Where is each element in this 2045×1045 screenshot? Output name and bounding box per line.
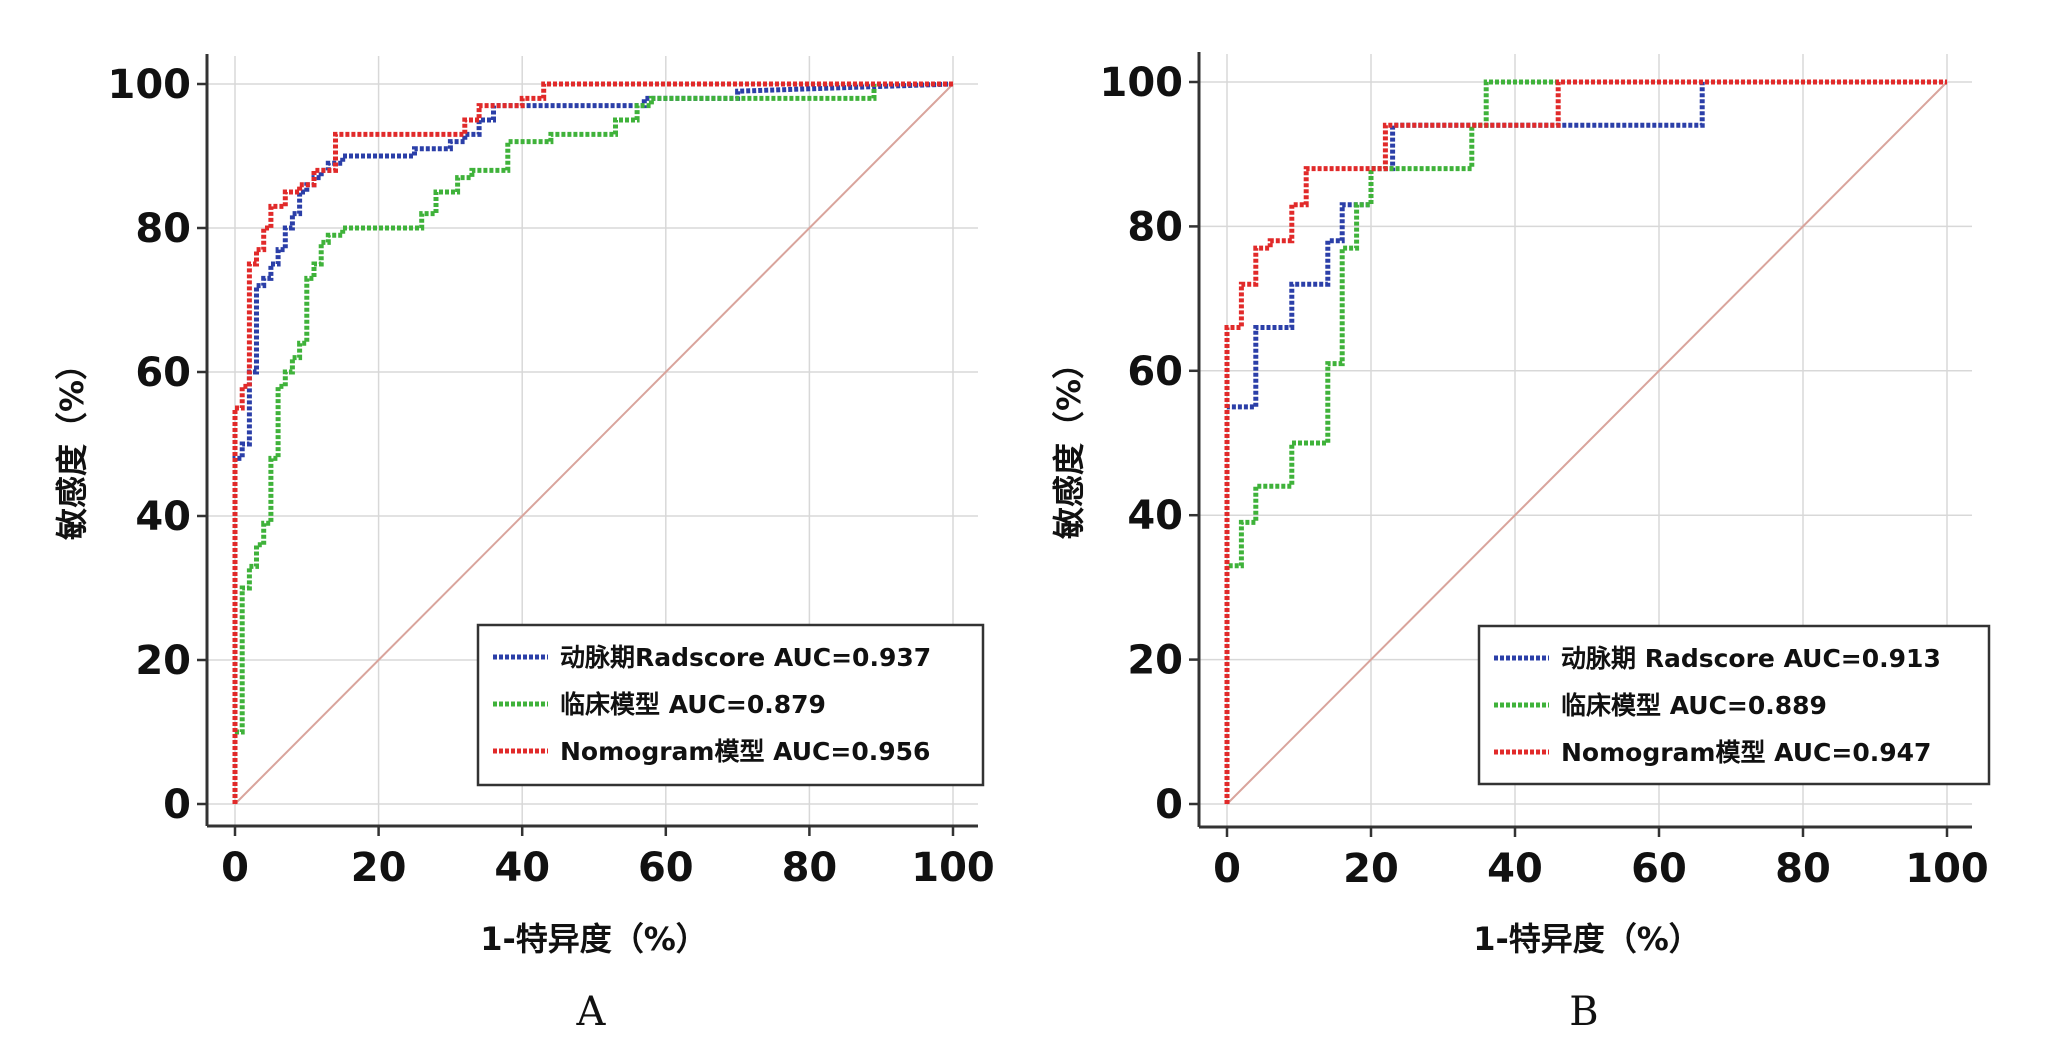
y-tick-label: 60: [1127, 349, 1183, 395]
x-tick-label: 60: [638, 845, 694, 891]
y-tick-label: 40: [135, 494, 191, 540]
y-tick-label: 20: [1127, 638, 1183, 684]
legend-label: 动脉期Radscore AUC=0.937: [560, 643, 931, 672]
x-tick-label: 40: [1487, 846, 1543, 892]
reference-diagonal-line: [1226, 81, 1948, 805]
x-axis-title: 1-特异度（%）: [1473, 920, 1701, 958]
panel-label: B: [1569, 989, 1598, 1035]
x-tick-label: 0: [221, 845, 249, 891]
roc-curve-clinical: [232, 81, 953, 804]
roc-chart-b: 0 20 40 60 80 100 0 20 40 60 80 100 1-特异度（%） 敏感度（%） 动脉…: [1050, 52, 1991, 1035]
reference-diagonal-line: [234, 83, 954, 805]
legend: 动脉期 Radscore AUC=0.913 临床模型 AUC=0.889 Nomo…: [1477, 624, 1991, 786]
x-tick-label: 100: [911, 845, 995, 891]
x-tick-label: 80: [782, 845, 838, 891]
x-tick-label: 20: [1343, 846, 1399, 892]
x-tick-label: 100: [1905, 846, 1989, 892]
y-tick-label: 80: [1127, 204, 1183, 250]
y-tick-label: 80: [135, 206, 191, 252]
y-axis-title: 敏感度（%）: [53, 348, 91, 540]
y-tick-label: 20: [135, 638, 191, 684]
legend-label: Nomogram模型 AUC=0.956: [560, 737, 930, 766]
roc-panel-a: 0 20 40 60 80 100 0 20 40 60 80 100 1-特异度（%） 敏感度（%） 动脉…: [0, 0, 1022, 1045]
y-tick-label: 100: [108, 62, 192, 108]
roc-panel-b: 0 20 40 60 80 100 0 20 40 60 80 100 1-特异度（%） 敏感度（%） 动脉…: [1022, 0, 2044, 1045]
panel-label: A: [576, 989, 607, 1035]
legend-box: [1477, 624, 1991, 786]
x-tick-label: 20: [351, 845, 407, 891]
y-tick-label: 0: [1155, 782, 1183, 828]
legend-label: 临床模型 AUC=0.879: [560, 690, 826, 719]
roc-curve-nomogram: [232, 81, 953, 804]
x-tick-label: 60: [1631, 846, 1687, 892]
roc-curve-nomogram: [1224, 79, 1947, 804]
y-tick-label: 0: [163, 782, 191, 828]
roc-curve-radscore: [1224, 79, 1947, 804]
legend: 动脉期Radscore AUC=0.937 临床模型 AUC=0.879 Nomog…: [476, 623, 985, 787]
x-tick-label: 0: [1213, 846, 1241, 892]
y-axis-title: 敏感度（%）: [1050, 347, 1088, 539]
roc-chart-a: 0 20 40 60 80 100 0 20 40 60 80 100 1-特异度（%） 敏感度（%） 动脉…: [53, 54, 995, 1035]
y-tick-label: 60: [135, 350, 191, 396]
x-axis-title: 1-特异度（%）: [480, 920, 708, 958]
legend-box: [476, 623, 985, 787]
y-tick-label: 100: [1100, 60, 1184, 106]
x-tick-label: 40: [494, 845, 550, 891]
legend-label: 临床模型 AUC=0.889: [1561, 691, 1827, 720]
legend-label: Nomogram模型 AUC=0.947: [1561, 738, 1931, 767]
y-tick-label: 40: [1127, 493, 1183, 539]
x-tick-label: 80: [1775, 846, 1831, 892]
legend-label: 动脉期 Radscore AUC=0.913: [1561, 644, 1941, 673]
